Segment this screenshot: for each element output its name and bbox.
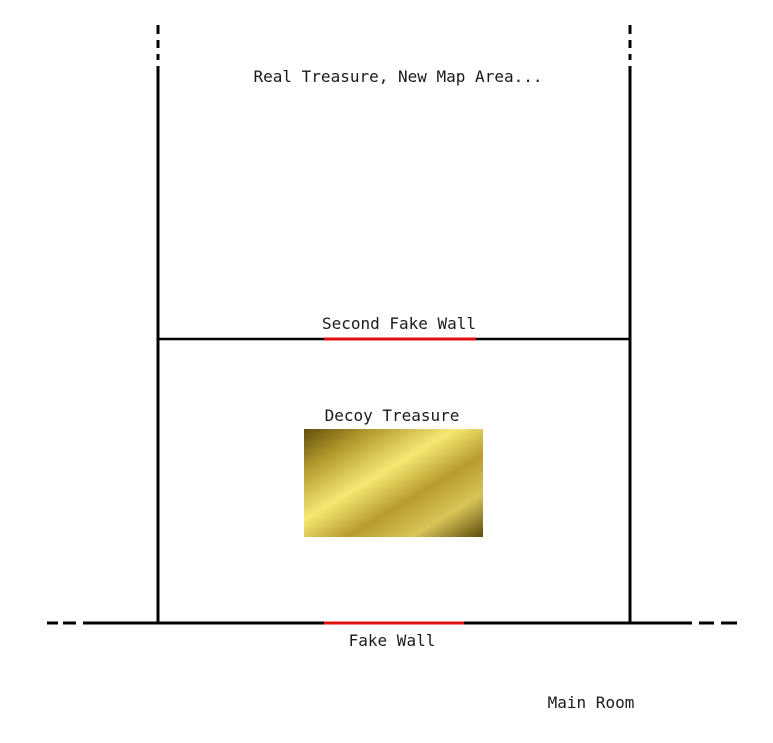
real-treasure-label: Real Treasure, New Map Area... bbox=[254, 67, 543, 86]
fake-wall-label: Fake Wall bbox=[349, 631, 436, 650]
decoy-treasure-block bbox=[304, 429, 483, 537]
main-room-label: Main Room bbox=[548, 693, 635, 712]
decoy-treasure-label: Decoy Treasure bbox=[325, 406, 460, 425]
second-fake-wall-label: Second Fake Wall bbox=[322, 314, 476, 333]
